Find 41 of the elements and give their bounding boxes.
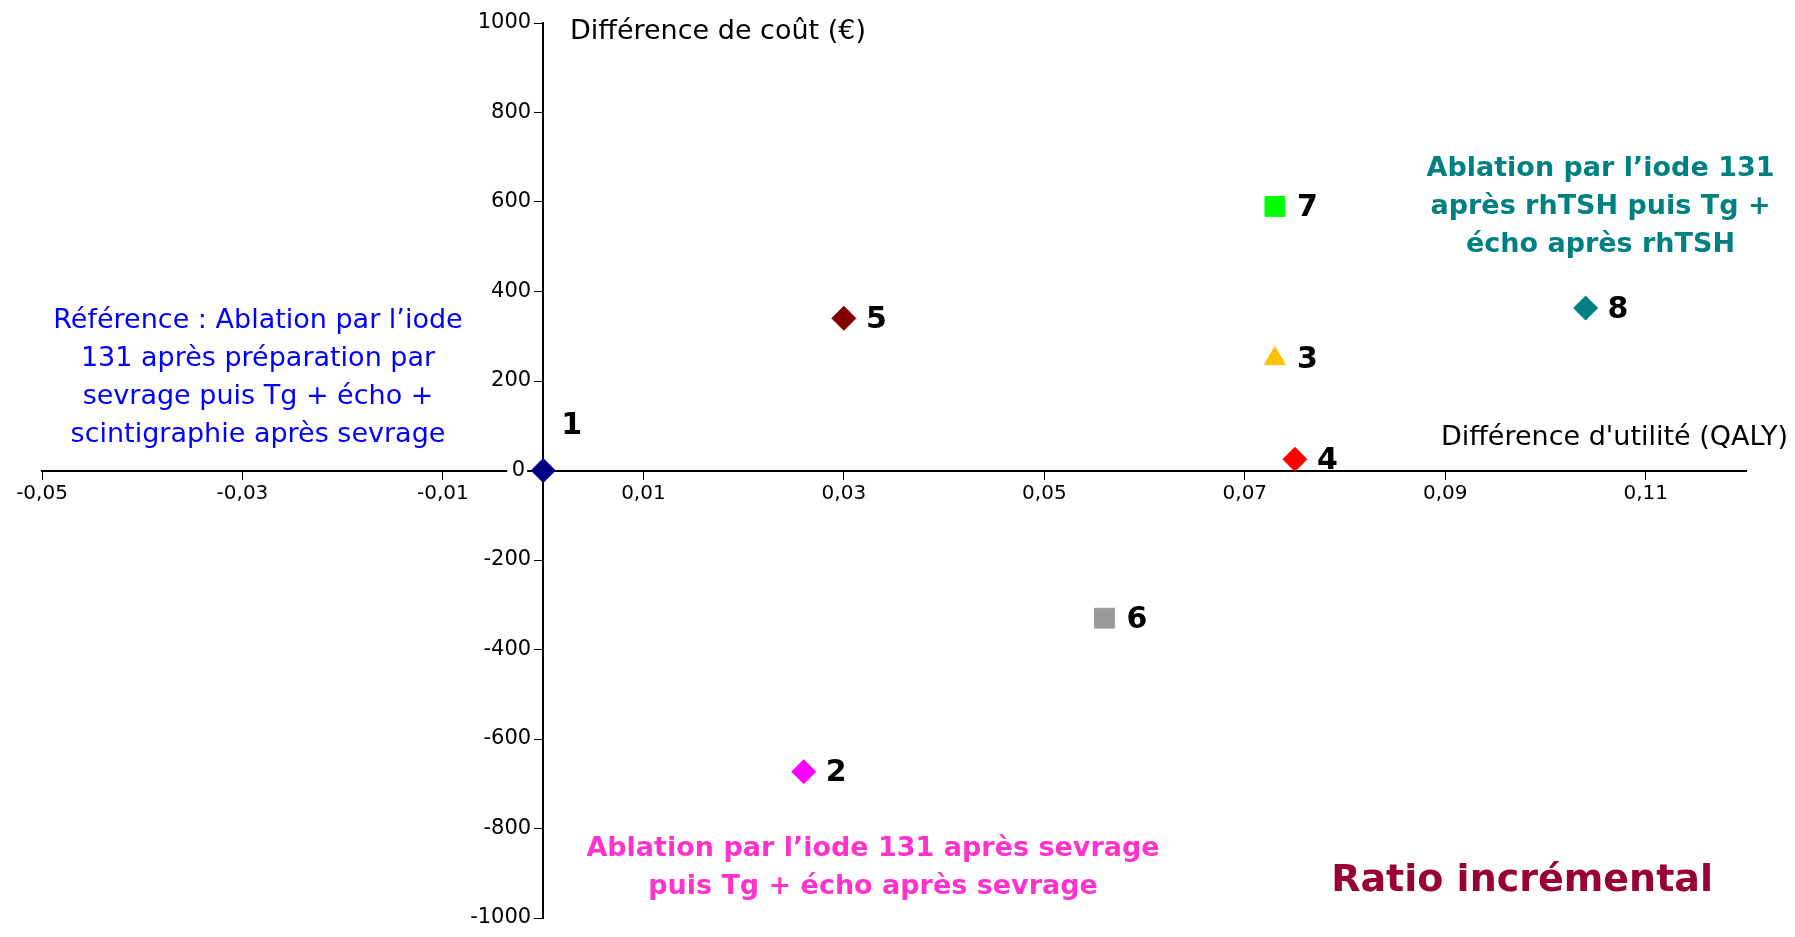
point <box>1282 446 1308 472</box>
y-tick-label: 400 <box>491 277 532 302</box>
text: Ratio incrémental <box>1331 856 1713 900</box>
y-tick-label: -800 <box>483 814 532 839</box>
x-tick-label: 0,11 <box>1623 479 1669 504</box>
y-tick-label: -1000 <box>470 904 532 929</box>
y-axis-title: Différence de coût (€) <box>570 14 866 45</box>
series-label: 8 <box>1607 289 1629 325</box>
x-tick-label: 0,05 <box>1022 479 1067 504</box>
point <box>791 759 817 785</box>
y-tick-label: -600 <box>483 725 532 750</box>
point <box>1264 196 1286 217</box>
annotation: Référence : Ablation par l’iode 131 après préparation par sevrage puis Tg + écho + scintigraphie après sevrage <box>52 302 464 450</box>
y-tick-label: -200 <box>483 546 532 571</box>
series-label: 5 <box>865 300 887 336</box>
x-tick-label: 0,03 <box>821 479 867 504</box>
x-tick-label: -0,01 <box>417 479 469 504</box>
x-tick-label: 0,01 <box>621 479 666 504</box>
x-tick-label: -0,05 <box>16 479 68 504</box>
series-label: 4 <box>1316 441 1338 477</box>
x-tick-label: -0,03 <box>216 479 269 504</box>
series-label: 1 <box>561 406 583 442</box>
annotation: Ablation par l’iode 131 après rhTSH puis Tg + écho après rhTSH <box>1425 150 1776 260</box>
series-label: 3 <box>1296 340 1318 376</box>
series-label: 6 <box>1126 599 1148 635</box>
y-tick-label: 1000 <box>477 9 532 34</box>
y-tick-label: 600 <box>491 188 532 213</box>
series-label: 2 <box>825 753 847 789</box>
point <box>831 305 857 331</box>
x-tick-label: 0,09 <box>1423 479 1468 504</box>
series-label: 7 <box>1296 188 1318 224</box>
x-axis-title: Différence d'utilité (QALY) <box>1440 420 1788 451</box>
point <box>530 458 556 483</box>
y-tick-label: 200 <box>491 367 532 392</box>
annotation: Ablation par l’iode 131 après sevrage puis Tg + écho après sevrage <box>585 830 1161 902</box>
point <box>1094 607 1115 629</box>
y-tick-label: 800 <box>491 98 532 123</box>
point <box>1573 295 1599 321</box>
y-tick-label: 0 <box>511 456 526 481</box>
x-tick-label: 0,07 <box>1222 479 1268 504</box>
y-tick-label: -400 <box>483 635 532 660</box>
